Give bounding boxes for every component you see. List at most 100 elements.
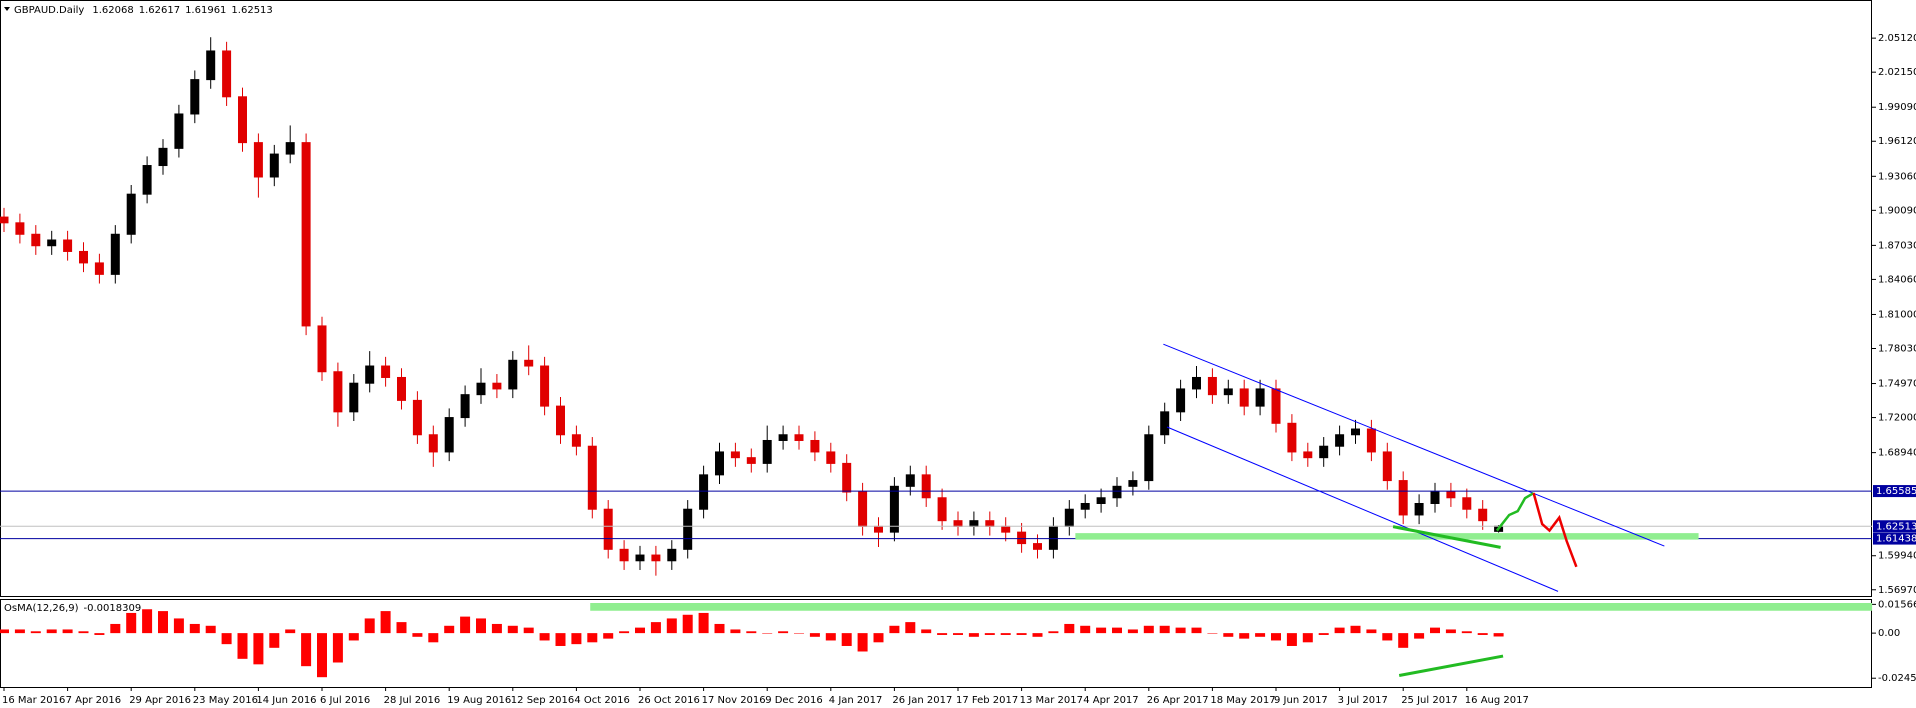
osma-bar	[412, 633, 423, 637]
y-tick-label: 1.72000	[1878, 413, 1916, 424]
symbol: GBPAUD.Daily	[14, 5, 84, 16]
y-tick-label: 1.74970	[1878, 379, 1916, 390]
candle-body	[810, 439, 820, 453]
candle-body	[826, 451, 836, 464]
x-tick-label: 17 Feb 2017	[956, 695, 1018, 706]
osma-bar	[476, 618, 486, 634]
candle-body	[1223, 388, 1233, 396]
osma-bar	[1207, 633, 1218, 634]
osma-bar	[1143, 625, 1154, 634]
osma-bar	[1477, 633, 1488, 635]
x-tick-label: 26 Oct 2016	[638, 695, 700, 706]
y-tick-label: 1.68940	[1878, 448, 1916, 459]
candle-body	[1064, 508, 1074, 527]
candle-body	[476, 382, 486, 396]
y-tick-label: 0.015661	[1878, 599, 1916, 610]
candle-body	[1303, 451, 1313, 459]
menu-arrow	[4, 7, 10, 11]
candle-body	[238, 96, 247, 144]
candle-body	[269, 153, 279, 178]
osma-bar	[555, 633, 566, 646]
x-tick-label: 4 Apr 2017	[1083, 695, 1138, 706]
osma-bar	[619, 631, 630, 634]
candle-body	[1001, 525, 1011, 533]
osma-bar	[428, 633, 439, 643]
y-tick-label: 1.99090	[1878, 102, 1916, 113]
osma-bar	[635, 627, 645, 634]
osma-bar	[1159, 625, 1170, 634]
osma-bar	[603, 633, 614, 639]
osma-bar	[746, 631, 757, 634]
osma-bar	[1223, 633, 1234, 637]
osma-bar	[205, 625, 216, 634]
osma-bar	[682, 614, 693, 634]
candle-body	[571, 434, 581, 447]
osma-bar	[809, 633, 820, 637]
candle-body	[0, 216, 9, 224]
x-tick-label: 16 Aug 2017	[1465, 695, 1529, 706]
osma-bar	[94, 633, 105, 635]
osma-bar	[1191, 627, 1202, 634]
candle-body	[1319, 445, 1329, 459]
candle-body	[285, 142, 295, 155]
x-tick-label: 13 Mar 2017	[1020, 695, 1083, 706]
candle-body	[953, 520, 963, 527]
osma-bar	[1000, 633, 1011, 635]
candle-body	[1207, 376, 1217, 396]
candle-body	[778, 434, 788, 441]
high-value: 1.62617	[139, 5, 180, 16]
candle-body	[603, 508, 613, 550]
candle-body	[381, 365, 391, 378]
candle-body	[142, 165, 152, 195]
osma-bar	[1366, 629, 1377, 634]
candle-body	[556, 405, 565, 436]
candle-body	[365, 365, 375, 384]
candle-body	[683, 508, 693, 550]
bid-label: 1.62513	[1876, 521, 1916, 532]
support-zone	[590, 603, 1873, 611]
y-tick-label: 2.05120	[1878, 33, 1916, 44]
candle-body	[842, 462, 852, 493]
osma-bar	[110, 623, 121, 634]
main-panel-border	[0, 0, 1872, 597]
x-tick-label: 16 Mar 2016	[2, 695, 65, 706]
osma-bar	[1255, 633, 1266, 637]
candle-body	[540, 365, 550, 407]
osma-bar	[921, 629, 932, 634]
osma-bar	[1239, 633, 1250, 639]
candle-body	[587, 445, 597, 510]
candle-body	[333, 371, 343, 413]
x-tick-label: 19 Aug 2016	[447, 695, 511, 706]
osma-bar	[1032, 633, 1043, 637]
osma-bar	[1096, 627, 1107, 634]
osma-bar	[364, 618, 375, 634]
x-tick-label: 18 May 2017	[1210, 695, 1275, 706]
bid-label-bg	[1873, 520, 1916, 533]
y-tick-label: 1.96120	[1878, 136, 1916, 147]
osma-bar	[396, 622, 407, 634]
candle-body	[619, 548, 629, 562]
candle-body	[762, 439, 772, 464]
osma-bar	[841, 633, 852, 646]
candle-body	[349, 382, 359, 413]
candle-body	[492, 382, 502, 390]
candle-body	[1335, 434, 1345, 447]
osma-bar	[348, 633, 359, 641]
candle-body	[1271, 388, 1281, 424]
candle-body	[635, 554, 645, 562]
candle-body	[746, 457, 756, 464]
x-tick-label: 12 Sep 2016	[511, 695, 574, 706]
channel-line	[1167, 427, 1558, 591]
candle-body	[444, 417, 454, 453]
osma-bar	[1112, 627, 1122, 634]
candle-body	[905, 474, 915, 487]
candle-body	[206, 50, 216, 81]
osma-bar	[587, 633, 598, 643]
osma-bar	[905, 622, 916, 634]
candle-body	[1478, 508, 1488, 522]
candle-body	[1112, 485, 1122, 499]
osma-bar	[1175, 627, 1186, 634]
osma-bar	[0, 629, 9, 634]
x-tick-label: 4 Jan 2017	[829, 695, 883, 706]
